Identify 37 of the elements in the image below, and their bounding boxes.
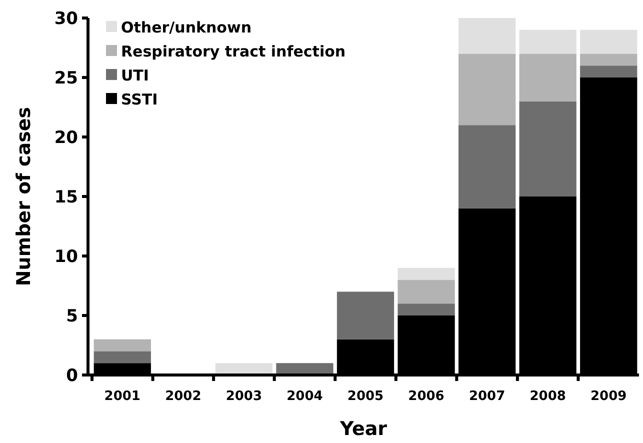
bar xyxy=(580,54,638,66)
y-tick-label: 15 xyxy=(54,187,78,208)
bar xyxy=(398,280,455,304)
y-tick-label: 10 xyxy=(54,246,78,267)
x-tick-label: 2002 xyxy=(165,389,202,404)
x-tick-label: 2005 xyxy=(347,389,384,404)
bar xyxy=(580,66,638,78)
legend-label: Other/unknown xyxy=(121,18,252,36)
bar xyxy=(398,268,455,280)
bar xyxy=(336,292,394,340)
x-tick-label: 2003 xyxy=(226,389,262,404)
legend-label: UTI xyxy=(121,66,149,84)
legend-label: Respiratory tract infection xyxy=(121,42,346,60)
y-tick-label: 0 xyxy=(66,366,78,386)
y-tick-label: 25 xyxy=(54,68,78,88)
bar xyxy=(94,339,151,352)
bar xyxy=(580,30,638,54)
bar xyxy=(94,351,151,364)
x-tick-label: 2006 xyxy=(408,389,444,404)
bar xyxy=(519,30,576,54)
x-tick-label: 2001 xyxy=(104,389,140,404)
bar xyxy=(398,304,455,316)
x-tick-label: 2008 xyxy=(530,389,566,404)
bar xyxy=(458,125,516,208)
bar xyxy=(458,54,516,126)
y-axis-title: Number of cases xyxy=(13,106,35,286)
bar xyxy=(458,18,516,54)
y-tick-label: 5 xyxy=(66,306,78,326)
y-tick-label: 20 xyxy=(54,128,78,148)
legend-label: SSTI xyxy=(121,90,158,108)
x-tick-label: 2009 xyxy=(590,389,627,404)
x-tick-label: 2004 xyxy=(286,389,323,404)
x-axis-title: Year xyxy=(338,418,388,440)
x-tick-label: 2007 xyxy=(468,389,506,404)
bar xyxy=(519,54,576,102)
bar xyxy=(519,101,576,196)
y-tick-label: 30 xyxy=(54,8,78,29)
